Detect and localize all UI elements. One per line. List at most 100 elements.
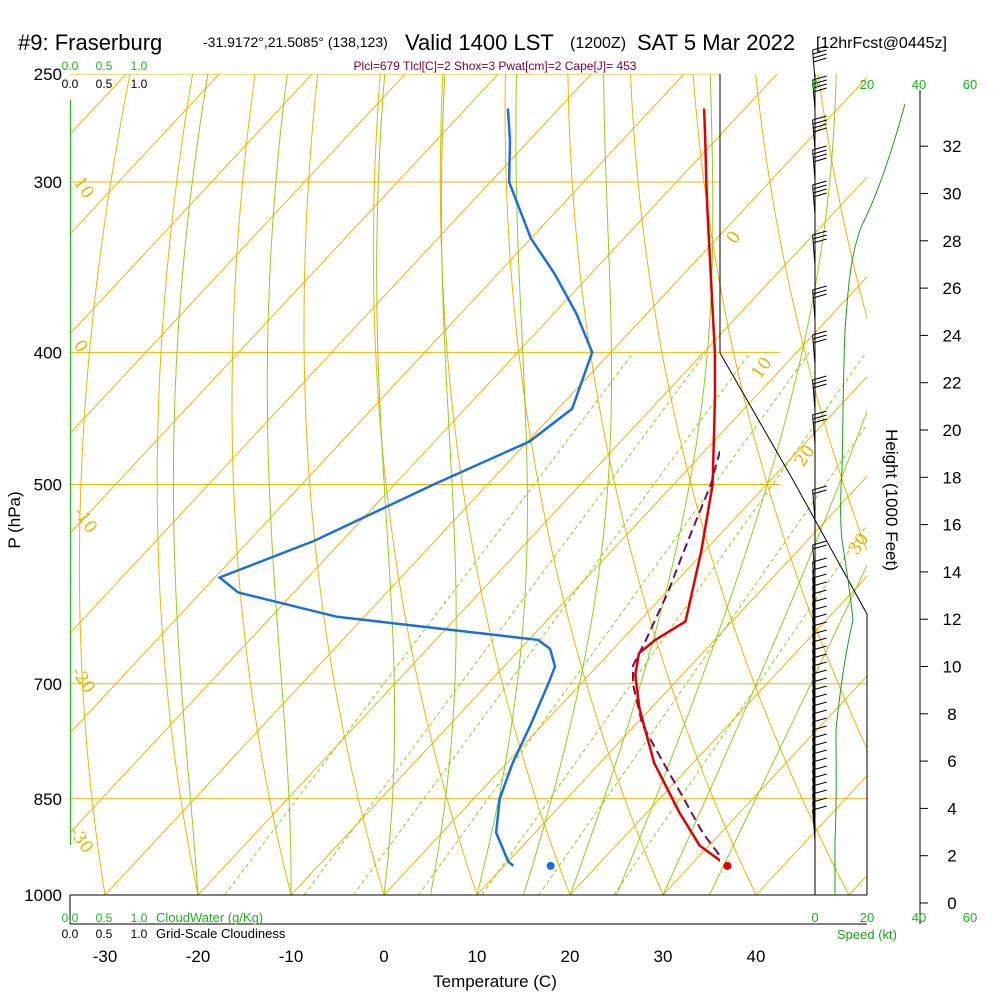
- wind-barb: [812, 601, 816, 633]
- pressure-tick-label: 1000: [24, 886, 62, 905]
- x-tick-label: 0: [379, 947, 388, 966]
- cloudiness-tick-bottom: 0.0: [62, 927, 79, 941]
- wind-barb-flag: [812, 418, 827, 424]
- dry-adiabat-line: [755, 74, 867, 552]
- isotherm-line: [70, 74, 592, 634]
- dewpoint-line: [217, 108, 594, 867]
- cloudiness-tick-bottom: 0.5: [96, 927, 113, 941]
- mixing-ratio-line: [481, 352, 867, 895]
- x-tick-label: -20: [186, 947, 211, 966]
- wind-barb: [812, 234, 816, 266]
- forecast-label: [12hrFcst@0445z]: [816, 35, 947, 52]
- wind-barb-flag: [813, 87, 827, 93]
- wind-barb: [812, 777, 816, 809]
- wind-barb-flag: [812, 375, 827, 381]
- wind-barb-flag: [812, 188, 827, 194]
- mixing-ratio-label: 8: [478, 901, 496, 917]
- cloudwater-ticks: 0.0 0.0 0.5 0.5 1.0 1.0 0.0 0.0 0.5 0.5 1.0 1.0: [62, 59, 148, 941]
- wind-barb: [812, 729, 816, 761]
- height-tick-label: 6: [947, 752, 956, 771]
- wind-barb-flag: [812, 338, 827, 344]
- mixing-ratio-line: [353, 352, 751, 895]
- isotherm-label: 0: [723, 228, 746, 248]
- moist-adiabat-line: [430, 74, 457, 895]
- pressure-tick-label: 700: [34, 675, 62, 694]
- wind-barb: [812, 673, 816, 705]
- speed-label: Speed (kt): [837, 927, 897, 942]
- isotherm-line: [197, 176, 867, 895]
- wind-barb-flag: [812, 334, 827, 340]
- wind-barb-flag: [812, 149, 827, 155]
- temperature-line: [634, 108, 720, 863]
- height-tick-label: 30: [943, 185, 962, 204]
- wind-barb: [812, 737, 816, 769]
- wind-barb-flag: [812, 184, 827, 190]
- wind-barb-flag: [812, 544, 827, 550]
- dry-adiabat-line: [630, 74, 850, 895]
- cloudiness-tick-bottom: 1.0: [131, 927, 148, 941]
- height-tick-label: 2: [947, 847, 956, 866]
- cloudwater-tick-top: 0.5: [96, 59, 113, 73]
- isotherm-line: [70, 74, 220, 235]
- wind-barb: [812, 705, 816, 737]
- indices-line: Plcl=679 Tlcl[C]=2 Shox=3 Pwat[cm]=2 Cap…: [354, 59, 637, 73]
- wind-barb: [812, 625, 816, 657]
- height-tick-label: 18: [943, 468, 962, 487]
- wind-barb-flag: [812, 410, 827, 416]
- cloudwater-tick-bottom: 1.0: [131, 911, 148, 925]
- dry-adiabat-label: -30: [65, 823, 97, 857]
- x-tick-label: 10: [468, 947, 487, 966]
- wind-barb: [812, 785, 816, 817]
- sounding-profiles: [217, 108, 720, 867]
- wind-barb: [812, 49, 816, 81]
- wind-barb: [812, 649, 816, 681]
- speed-tick-top: 0: [811, 77, 818, 92]
- wind-barb: [812, 657, 816, 689]
- moist-adiabat-line: [376, 74, 396, 895]
- wind-barb: [812, 289, 816, 321]
- wind-barb: [812, 79, 816, 111]
- y-axis-label: P (hPa): [5, 491, 24, 548]
- wind-barb-flag: [812, 540, 827, 546]
- isotherm-line: [290, 276, 867, 895]
- wind-barb-flag: [812, 180, 827, 186]
- wind-barb-flag: [812, 123, 827, 129]
- wind-barb: [812, 641, 816, 673]
- x-tick-label: 40: [747, 947, 766, 966]
- wind-barb-flag: [812, 285, 827, 291]
- wind-barb-flag: [812, 115, 827, 121]
- wind-barb-flag: [812, 83, 827, 89]
- wind-barb: [812, 761, 816, 793]
- wind-barb-flag: [813, 127, 827, 133]
- wind-barb-flag: [812, 153, 827, 159]
- pressure-ticks: 250 300 400 500 700 850 1000: [24, 65, 62, 905]
- pressure-tick-label: 400: [34, 343, 62, 362]
- isotherm-line: [70, 74, 685, 734]
- isotherm-line: [70, 74, 313, 335]
- pressure-tick-label: 250: [34, 65, 62, 84]
- height-tick-label: 22: [943, 374, 962, 393]
- speed-tick-top: 20: [860, 77, 874, 92]
- wind-barb: [812, 569, 816, 601]
- wind-barb-flag: [813, 57, 827, 63]
- wind-barb-flag: [812, 485, 827, 491]
- wind-barb-flag: [812, 234, 827, 240]
- wind-barb: [812, 334, 816, 366]
- wind-barb: [812, 721, 816, 753]
- wind-barb-flag: [813, 192, 827, 198]
- moist-adiabat-line: [172, 74, 209, 895]
- wind-barb-flag: [812, 573, 827, 579]
- height-tick-label: 4: [947, 799, 956, 818]
- x-tick-label: -10: [279, 947, 304, 966]
- mixing-ratio-line: [303, 352, 707, 895]
- wind-barb: [812, 713, 816, 745]
- height-tick-label: 26: [943, 279, 962, 298]
- wind-barb: [812, 617, 816, 649]
- wind-barb-flag: [812, 557, 827, 563]
- height-tick-label: 10: [943, 658, 962, 677]
- mixing-ratio-line: [538, 423, 867, 895]
- wind-barb-flag: [812, 49, 827, 55]
- wind-barb-flag: [812, 53, 827, 59]
